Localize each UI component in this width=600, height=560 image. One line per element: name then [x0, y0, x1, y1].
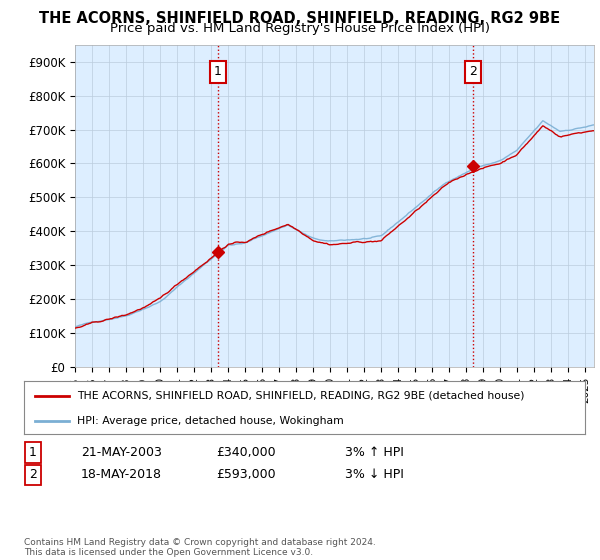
Text: £340,000: £340,000 [216, 446, 275, 459]
Text: 1: 1 [214, 66, 222, 78]
Text: 2: 2 [29, 468, 37, 482]
Text: 21-MAY-2003: 21-MAY-2003 [81, 446, 162, 459]
Text: THE ACORNS, SHINFIELD ROAD, SHINFIELD, READING, RG2 9BE (detached house): THE ACORNS, SHINFIELD ROAD, SHINFIELD, R… [77, 391, 525, 401]
Text: £593,000: £593,000 [216, 468, 275, 482]
Text: 18-MAY-2018: 18-MAY-2018 [81, 468, 162, 482]
Text: 1: 1 [29, 446, 37, 459]
Text: Price paid vs. HM Land Registry's House Price Index (HPI): Price paid vs. HM Land Registry's House … [110, 22, 490, 35]
Text: HPI: Average price, detached house, Wokingham: HPI: Average price, detached house, Woki… [77, 416, 344, 426]
Text: THE ACORNS, SHINFIELD ROAD, SHINFIELD, READING, RG2 9BE: THE ACORNS, SHINFIELD ROAD, SHINFIELD, R… [40, 11, 560, 26]
Text: 3% ↑ HPI: 3% ↑ HPI [345, 446, 404, 459]
Text: 3% ↓ HPI: 3% ↓ HPI [345, 468, 404, 482]
Text: 2: 2 [469, 66, 477, 78]
Text: Contains HM Land Registry data © Crown copyright and database right 2024.
This d: Contains HM Land Registry data © Crown c… [24, 538, 376, 557]
